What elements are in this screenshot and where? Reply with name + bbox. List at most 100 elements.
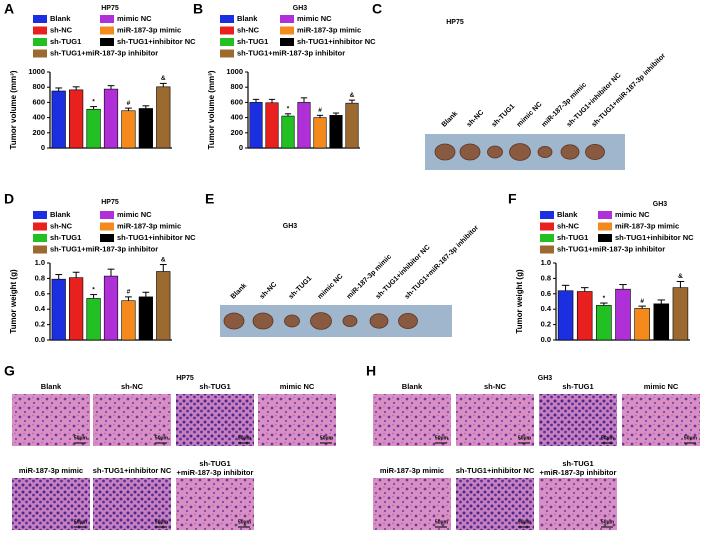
y-axis-label: Tumor volume (mm³) [207, 70, 216, 149]
bar [51, 278, 66, 341]
significance-mark: & [350, 92, 355, 99]
legend-label: sh-TUG1 [50, 37, 81, 46]
photo-label: miR-187-3p mimic [541, 81, 588, 128]
tumor [223, 312, 245, 330]
scale-label: 50μm [155, 435, 169, 441]
bar [156, 86, 171, 149]
photo-label: sh-TUG1 [491, 103, 517, 129]
tumor [284, 314, 300, 328]
legend-swatch [33, 234, 47, 242]
histology-image [373, 394, 451, 446]
photo-title: GH3 [283, 223, 298, 230]
histology-label: sh-NC [121, 382, 144, 391]
y-tick-label: 200 [32, 128, 45, 137]
scale-label: 50μm [601, 435, 615, 441]
photo-label: sh-TUG1+inhibitor NC [375, 244, 432, 301]
bar [86, 108, 101, 149]
y-tick-label: 1.0 [541, 258, 551, 267]
y-tick-label: 0.0 [35, 335, 45, 344]
y-tick-label: 1000 [226, 67, 243, 76]
histology-image [176, 478, 254, 530]
histology-label: sh-TUG1+inhibitor NC [456, 466, 535, 475]
legend-label: miR-187-3p mimic [615, 221, 679, 230]
tumor [509, 143, 531, 161]
bar [634, 308, 650, 341]
bar [138, 108, 153, 149]
histology-label: sh-TUG1 [199, 459, 230, 468]
histology-image [93, 478, 171, 530]
legend-swatch [33, 26, 47, 35]
legend-swatch [220, 15, 234, 23]
legend-swatch [100, 222, 114, 231]
bar [103, 88, 119, 149]
legend-label: sh-NC [50, 221, 73, 230]
legend-label: sh-TUG1+inhibitor NC [117, 233, 196, 242]
scale-label: 50μm [518, 435, 532, 441]
legend-swatch [100, 38, 114, 46]
y-tick-label: 200 [230, 128, 243, 137]
legend-label: sh-NC [50, 25, 73, 34]
legend-label: mimic NC [117, 14, 152, 23]
legend-swatch [100, 15, 114, 23]
legend-label: sh-TUG1 [557, 233, 588, 242]
y-tick-label: 0.0 [541, 335, 551, 344]
panel-letter: A [4, 1, 14, 17]
panel-letter: B [193, 1, 203, 17]
scale-label: 50μm [238, 435, 252, 441]
histology-label: sh-TUG1 [199, 382, 230, 391]
legend-swatch [598, 222, 612, 231]
y-tick-label: 0.8 [541, 273, 551, 282]
scale-label: 50μm [74, 519, 88, 525]
significance-mark: & [161, 75, 166, 82]
legend-swatch [33, 245, 47, 254]
bar [156, 271, 171, 341]
legend-swatch [540, 222, 554, 231]
scale-label: 50μm [435, 435, 449, 441]
legend-label: sh-TUG1 [50, 233, 81, 242]
chart-title: GH3 [293, 5, 308, 12]
histology-image [12, 478, 90, 530]
bar [138, 296, 153, 341]
bar [672, 287, 689, 341]
legend-swatch [220, 26, 234, 35]
legend-swatch [100, 234, 114, 242]
legend-swatch [33, 222, 47, 231]
histology-label: Blank [402, 382, 423, 391]
bar [615, 288, 631, 341]
legend-label: miR-187-3p mimic [117, 25, 181, 34]
y-tick-label: 0.6 [35, 289, 45, 298]
significance-mark: # [318, 107, 322, 114]
bar [596, 305, 612, 341]
chart-title: HP75 [101, 199, 119, 206]
bar [653, 303, 670, 341]
histology-image [176, 394, 254, 446]
tumor [585, 143, 605, 160]
panel-letter: E [205, 191, 214, 207]
significance-mark: # [127, 289, 131, 296]
bar [329, 115, 343, 149]
significance-mark: & [678, 273, 683, 280]
y-tick-label: 1.0 [35, 258, 45, 267]
significance-mark: # [640, 298, 644, 305]
legend-label: Blank [50, 14, 71, 23]
legend-label: mimic NC [117, 210, 152, 219]
bar [313, 117, 327, 149]
photo-title: HP75 [446, 19, 464, 26]
legend-label: Blank [557, 210, 578, 219]
histology-label: +miR-187-3p inhibitor [540, 468, 617, 477]
histology-image [258, 394, 336, 446]
photo-label: mimic NC [516, 101, 544, 129]
legend-label: sh-NC [237, 25, 260, 34]
significance-mark: * [603, 295, 606, 302]
tumor [252, 312, 274, 330]
significance-mark: & [161, 256, 166, 263]
y-tick-label: 0.2 [541, 320, 551, 329]
bar [103, 275, 119, 341]
legend-swatch [540, 234, 554, 242]
photo-label: Blank [441, 110, 460, 129]
legend-label: sh-TUG1+miR-187-3p inhibitor [50, 244, 158, 253]
legend-swatch [540, 211, 554, 219]
bar [69, 277, 84, 341]
scale-label: 50μm [684, 435, 698, 441]
